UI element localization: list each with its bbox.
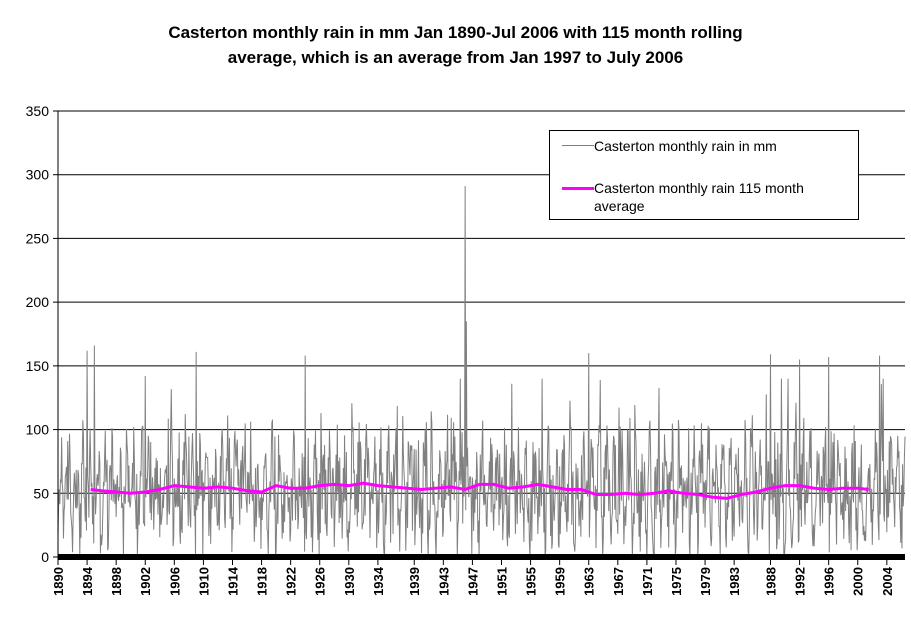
legend-swatch-monthly [562,145,594,146]
y-tick-label-50: 50 [33,485,49,501]
x-tick-label-1963: 1963 [582,567,597,596]
y-tick-label-300: 300 [26,167,50,183]
x-tick-label-2004: 2004 [880,566,895,596]
legend-label-average: Casterton monthly rain 115 month average [594,180,804,214]
x-tick-label-1898: 1898 [109,567,124,596]
x-tick-label-1971: 1971 [640,567,655,596]
x-tick-label-1951: 1951 [494,567,509,596]
legend-entry-average: Casterton monthly rain 115 month average [550,179,860,219]
x-tick-label-2000: 2000 [851,567,866,596]
legend-label-monthly: Casterton monthly rain in mm [594,138,777,154]
y-tick-label-250: 250 [26,230,50,246]
x-tick-label-1943: 1943 [436,567,451,596]
chart-title: Casterton monthly rain in mm Jan 1890-Ju… [0,20,911,70]
x-tick-label-1914: 1914 [225,566,240,596]
y-tick-label-200: 200 [26,294,50,310]
x-tick-label-1902: 1902 [138,567,153,596]
x-tick-label-1983: 1983 [727,567,742,596]
series [57,186,906,558]
series-monthly-rain-line [57,186,906,558]
chart-title-line1: Casterton monthly rain in mm Jan 1890-Ju… [168,23,743,42]
x-tick-label-1934: 1934 [371,566,386,596]
chart-title-line2: average, which is an average from Jan 19… [227,48,684,67]
x-tick-label-1955: 1955 [524,567,539,596]
x-tick-label-1890: 1890 [51,567,66,596]
x-tick-label-1906: 1906 [167,567,182,596]
legend-entry-monthly: Casterton monthly rain in mm [550,137,860,159]
x-tick-label-1930: 1930 [342,567,357,596]
x-tick-label-1959: 1959 [553,567,568,596]
y-tick-label-0: 0 [41,549,49,565]
x-axis-ticks: 1890 1894 1898 1902 1906 1910 1914 1918 1922 1926… [51,557,895,596]
x-tick-label-1992: 1992 [793,567,808,596]
y-tick-label-100: 100 [26,422,50,438]
y-tick-label-350: 350 [26,103,50,119]
x-tick-label-1918: 1918 [255,567,270,596]
x-tick-label-1910: 1910 [196,567,211,596]
legend-swatch-average [562,187,594,190]
x-tick-label-1967: 1967 [611,567,626,596]
x-tick-label-1926: 1926 [313,567,328,596]
x-tick-label-1996: 1996 [822,567,837,596]
x-tick-label-1894: 1894 [80,566,95,596]
x-tick-label-1947: 1947 [465,567,480,596]
x-tick-label-1939: 1939 [407,567,422,596]
y-tick-label-150: 150 [26,358,50,374]
x-tick-label-1979: 1979 [698,567,713,596]
axes [57,111,905,560]
x-tick-label-1975: 1975 [669,567,684,596]
legend: Casterton monthly rain in mm Casterton m… [549,130,859,220]
x-tick-label-1922: 1922 [284,567,299,596]
x-tick-label-1988: 1988 [763,567,778,596]
y-axis-ticks: 0 50 100 150 200 250 300 350 [26,103,58,565]
